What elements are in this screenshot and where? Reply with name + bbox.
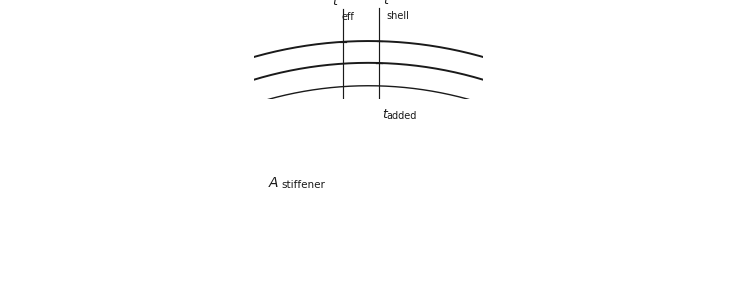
Text: added: added <box>386 111 416 121</box>
Text: ': ' <box>399 0 402 8</box>
Text: $A$: $A$ <box>268 176 279 190</box>
Text: $t$: $t$ <box>383 108 389 121</box>
Text: $t$: $t$ <box>383 0 390 7</box>
Text: eff: eff <box>342 12 354 22</box>
Text: stiffener: stiffener <box>282 180 325 190</box>
Text: shell: shell <box>387 11 410 21</box>
Text: $t$: $t$ <box>332 0 339 8</box>
